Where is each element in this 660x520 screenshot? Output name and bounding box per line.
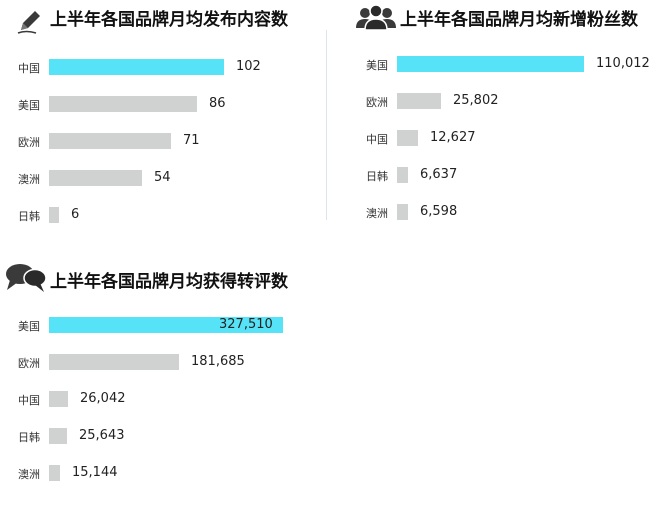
data-value-label: 181,685	[191, 354, 245, 369]
bar	[397, 167, 408, 183]
bar	[49, 354, 179, 370]
data-value-label: 6,637	[420, 167, 458, 182]
data-value-label: 6	[71, 207, 80, 222]
category-label: 中国	[18, 62, 40, 75]
chart-title: 上半年各国品牌月均新增粉丝数	[400, 10, 638, 30]
panel-divider	[326, 30, 327, 220]
bar	[397, 130, 418, 146]
data-value-label: 25,643	[79, 428, 125, 443]
data-value-label: 110,012	[596, 56, 650, 71]
category-label: 日韩	[18, 431, 40, 444]
bar	[49, 59, 224, 75]
data-value-label: 71	[183, 133, 200, 148]
category-label: 欧洲	[366, 96, 388, 109]
category-label: 美国	[18, 99, 40, 112]
data-value-label: 25,802	[453, 93, 499, 108]
data-value-label: 15,144	[72, 465, 118, 480]
bar	[49, 170, 142, 186]
chat-bubbles-icon	[6, 264, 47, 292]
bar	[49, 428, 67, 444]
category-label: 欧洲	[18, 136, 40, 149]
chart-title: 上半年各国品牌月均获得转评数	[50, 272, 288, 292]
category-label: 日韩	[18, 210, 40, 223]
bar	[397, 204, 408, 220]
category-label: 美国	[18, 320, 40, 333]
chart-title: 上半年各国品牌月均发布内容数	[50, 10, 288, 30]
data-value-label: 86	[209, 96, 226, 111]
bar	[397, 93, 441, 109]
data-value-label: 26,042	[80, 391, 126, 406]
bar	[397, 56, 584, 72]
category-label: 澳洲	[366, 207, 388, 220]
data-value-label: 12,627	[430, 130, 476, 145]
bar	[49, 207, 59, 223]
category-label: 澳洲	[18, 468, 40, 481]
users-icon	[356, 4, 396, 31]
data-value-label: 327,510	[219, 317, 273, 332]
category-label: 欧洲	[18, 357, 40, 370]
category-label: 日韩	[366, 170, 388, 183]
bar	[49, 133, 171, 149]
data-value-label: 6,598	[420, 204, 458, 219]
bar	[49, 96, 197, 112]
category-label: 中国	[18, 394, 40, 407]
pencil-icon	[17, 11, 40, 34]
bar	[49, 317, 283, 333]
category-label: 美国	[366, 59, 388, 72]
data-value-label: 54	[154, 170, 171, 185]
bar	[49, 391, 68, 407]
category-label: 澳洲	[18, 173, 40, 186]
category-label: 中国	[366, 133, 388, 146]
bar	[49, 465, 60, 481]
data-value-label: 102	[236, 59, 261, 74]
